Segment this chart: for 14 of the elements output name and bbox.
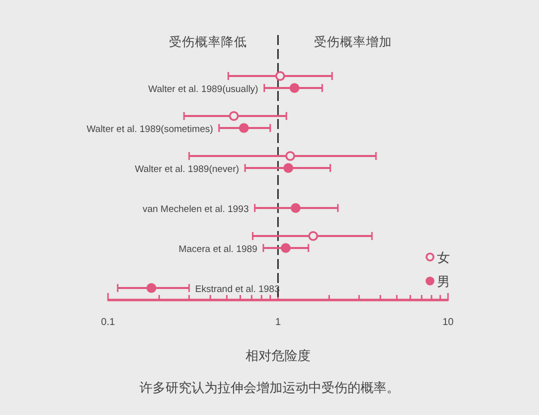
y-tick-label: van Mechelen et al. 1993 bbox=[142, 204, 249, 215]
annotation: 受伤概率增加 bbox=[314, 34, 392, 49]
x-tick-label: 0.1 bbox=[101, 317, 116, 328]
y-tick-label: Walter et al. 1989(never) bbox=[134, 164, 240, 175]
legend-label: 女 bbox=[437, 250, 450, 265]
x-tick-label: 1 bbox=[275, 317, 282, 328]
annotation: 受伤概率降低 bbox=[169, 34, 247, 49]
y-tick-label: Macera et al. 1989 bbox=[178, 244, 258, 255]
text: 许多研究认为拉伸会增加运动中受伤的概率。 bbox=[140, 380, 400, 395]
x-axis-title: 相对危险度 bbox=[246, 348, 310, 363]
y-tick-label: Walter et al. 1989(usually) bbox=[148, 84, 258, 95]
legend-label: 男 bbox=[437, 274, 450, 289]
x-tick-label: 10 bbox=[442, 317, 454, 328]
y-tick-label: Walter et al. 1989(sometimes) bbox=[86, 124, 214, 135]
